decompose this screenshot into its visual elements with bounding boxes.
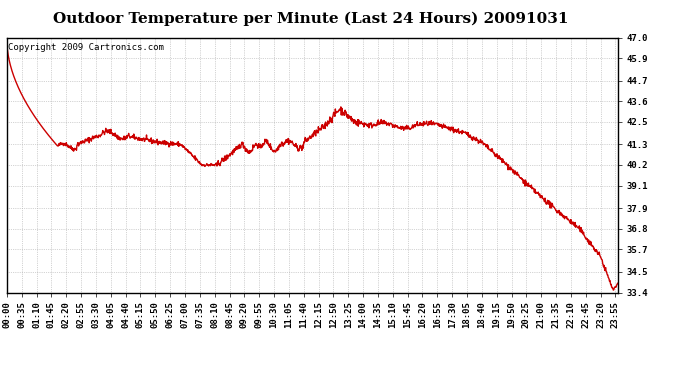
Text: Outdoor Temperature per Minute (Last 24 Hours) 20091031: Outdoor Temperature per Minute (Last 24 … <box>52 11 569 26</box>
Text: Copyright 2009 Cartronics.com: Copyright 2009 Cartronics.com <box>8 43 164 52</box>
